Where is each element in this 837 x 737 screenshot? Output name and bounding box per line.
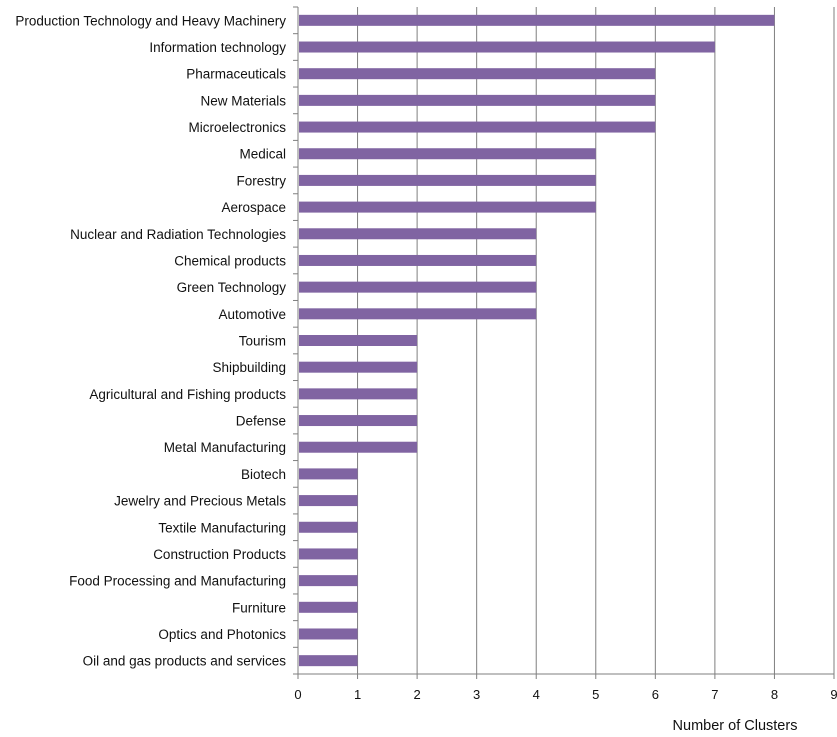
- category-label: Construction Products: [153, 547, 286, 562]
- category-label: Green Technology: [177, 280, 287, 295]
- bar: [299, 228, 537, 240]
- category-label: Production Technology and Heavy Machiner…: [15, 13, 286, 28]
- x-axis-title: Number of Clusters: [673, 718, 798, 734]
- x-tick-label: 0: [294, 687, 301, 702]
- category-label: Microelectronics: [188, 120, 286, 135]
- bar: [299, 628, 358, 640]
- category-label: Shipbuilding: [212, 360, 286, 375]
- category-label: Oil and gas products and services: [83, 654, 287, 669]
- category-label: Agricultural and Fishing products: [89, 387, 286, 402]
- category-label: Nuclear and Radiation Technologies: [70, 227, 286, 242]
- x-tick-label: 1: [354, 687, 361, 702]
- bar: [299, 68, 656, 80]
- category-label: New Materials: [200, 93, 286, 108]
- bar: [299, 201, 596, 213]
- bar: [299, 521, 358, 533]
- bar: [299, 174, 596, 186]
- bar: [299, 281, 537, 293]
- bar: [299, 495, 358, 507]
- category-label: Aerospace: [221, 200, 286, 215]
- bars: [299, 14, 775, 667]
- bar: [299, 254, 537, 266]
- x-tick-label: 3: [473, 687, 480, 702]
- bar: [299, 388, 418, 400]
- x-tick-label: 7: [711, 687, 718, 702]
- gridlines: [357, 7, 835, 674]
- bar: [299, 148, 596, 160]
- category-label: Information technology: [149, 40, 286, 55]
- bar: [299, 121, 656, 133]
- category-label: Medical: [239, 147, 286, 162]
- x-tick-label: 4: [533, 687, 540, 702]
- bar: [299, 308, 537, 320]
- category-label: Defense: [236, 414, 286, 429]
- category-label: Jewelry and Precious Metals: [114, 494, 286, 509]
- x-tick-label: 5: [592, 687, 599, 702]
- category-label: Automotive: [218, 307, 286, 322]
- axes: [293, 6, 835, 679]
- x-tick-label: 2: [413, 687, 420, 702]
- x-tick-label: 9: [830, 687, 837, 702]
- bar: [299, 468, 358, 480]
- category-label: Metal Manufacturing: [164, 440, 286, 455]
- bar: [299, 14, 775, 26]
- bar: [299, 655, 358, 667]
- category-label: Optics and Photonics: [158, 627, 286, 642]
- x-tick-label: 8: [771, 687, 778, 702]
- bar: [299, 94, 656, 106]
- bar: [299, 41, 715, 53]
- bar: [299, 361, 418, 373]
- category-label: Furniture: [232, 600, 286, 615]
- bar: [299, 601, 358, 613]
- bar: [299, 335, 418, 346]
- bar: [299, 548, 358, 560]
- category-label: Pharmaceuticals: [186, 67, 286, 82]
- x-tick-labels: 0 1 2 3 4 5 6 7 8 9: [294, 687, 837, 702]
- bar: [299, 415, 418, 427]
- category-label: Forestry: [236, 173, 286, 188]
- x-tick-label: 6: [652, 687, 659, 702]
- category-label: Biotech: [241, 467, 286, 482]
- bar: [299, 575, 358, 587]
- category-label: Tourism: [239, 334, 286, 349]
- category-labels: Production Technology and Heavy Machiner…: [15, 13, 286, 668]
- category-label: Food Processing and Manufacturing: [69, 574, 286, 589]
- bar: [299, 441, 418, 453]
- category-label: Chemical products: [174, 253, 286, 268]
- category-label: Textile Manufacturing: [158, 520, 286, 535]
